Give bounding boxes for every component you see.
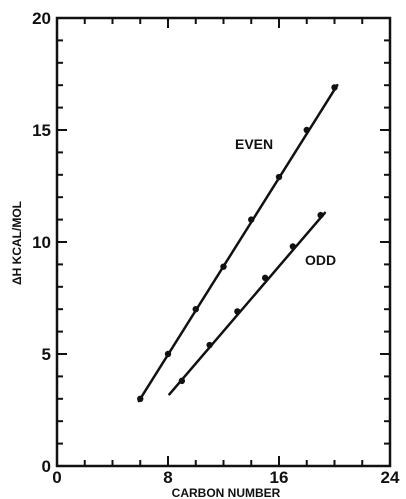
data-point-odd bbox=[317, 211, 324, 219]
data-point-odd bbox=[206, 341, 213, 349]
data-point-even bbox=[220, 263, 227, 270]
y-tick-label: 15 bbox=[32, 121, 51, 140]
fit-line-odd bbox=[168, 211, 327, 396]
data-point-even bbox=[275, 173, 283, 181]
y-tick-label: 5 bbox=[42, 345, 51, 364]
x-axis-label: CARBON NUMBER bbox=[172, 486, 281, 499]
fit-line-even bbox=[137, 83, 339, 403]
tick-labels: 0 8 16 24 0 5 10 15 20 bbox=[32, 9, 400, 487]
data-point-even bbox=[164, 350, 172, 358]
data-point-odd bbox=[178, 377, 186, 385]
data-points bbox=[137, 84, 338, 402]
y-tick-label: 20 bbox=[32, 9, 51, 28]
axis-ticks bbox=[56, 17, 391, 467]
data-point-odd bbox=[261, 274, 269, 282]
y-tick-label: 0 bbox=[42, 457, 51, 476]
data-point-odd bbox=[289, 243, 297, 250]
data-point-odd bbox=[234, 308, 241, 315]
fit-lines bbox=[137, 83, 339, 403]
data-point-even bbox=[192, 306, 199, 313]
data-point-even bbox=[137, 395, 144, 402]
x-tick-label: 24 bbox=[381, 468, 400, 487]
x-tick-label: 16 bbox=[270, 468, 289, 487]
plot-frame bbox=[55, 16, 392, 468]
x-tick-label: 8 bbox=[163, 468, 172, 487]
data-point-even bbox=[248, 216, 255, 223]
y-axis-label: ΔH KCAL/MOL bbox=[10, 201, 24, 285]
series-label-even: EVEN bbox=[235, 136, 273, 152]
x-tick-label: 0 bbox=[52, 468, 61, 487]
data-point-even bbox=[303, 126, 310, 134]
data-point-even bbox=[331, 84, 338, 91]
series-label-odd: ODD bbox=[305, 252, 336, 268]
y-tick-label: 10 bbox=[32, 233, 51, 252]
